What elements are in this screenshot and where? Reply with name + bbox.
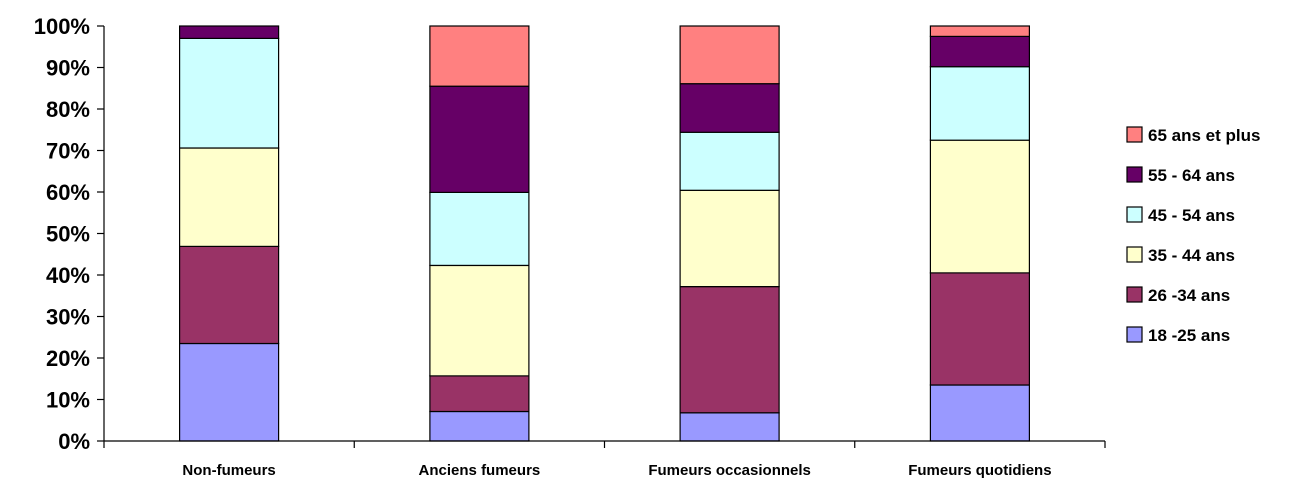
- legend-swatch-1: [1126, 286, 1143, 303]
- legend-swatch-2: [1126, 246, 1143, 263]
- legend-label: 18 -25 ans: [1148, 326, 1230, 345]
- bar-segment-2-3: [679, 131, 780, 191]
- x-tick-label: Anciens fumeurs: [419, 462, 541, 479]
- bar-segment-3-5: [929, 25, 1031, 37]
- legend-swatch-3: [1126, 206, 1143, 223]
- bar-segment-0-3: [179, 37, 280, 149]
- x-tick-label: Non-fumeurs: [182, 462, 275, 479]
- legend-swatch-0: [1126, 326, 1143, 343]
- legend-swatch-5: [1126, 126, 1143, 143]
- bar-segment-0-4: [179, 25, 280, 39]
- y-tick-label: 100%: [34, 14, 90, 39]
- bar-segment-2-2: [679, 189, 780, 288]
- y-tick-label: 20%: [46, 346, 90, 371]
- bar-segment-0-1: [179, 245, 280, 345]
- y-tick-label: 10%: [46, 388, 90, 413]
- bar-segment-1-1: [429, 375, 530, 413]
- y-tick-label: 0%: [58, 429, 90, 454]
- bar-segment-1-0: [429, 410, 530, 442]
- bar-segment-2-1: [679, 286, 780, 414]
- bar-segment-3-3: [929, 66, 1031, 141]
- legend-label: 26 -34 ans: [1148, 286, 1230, 305]
- bar-segment-0-0: [179, 342, 280, 442]
- y-tick-label: 90%: [46, 56, 90, 81]
- bar-segment-2-5: [679, 25, 780, 85]
- legend-label: 55 - 64 ans: [1148, 166, 1235, 185]
- bar-segment-3-4: [929, 35, 1031, 68]
- y-tick-label: 70%: [46, 139, 90, 164]
- y-tick-label: 40%: [46, 263, 90, 288]
- y-tick-label: 60%: [46, 180, 90, 205]
- legend-swatch-4: [1126, 166, 1143, 183]
- legend-label: 35 - 44 ans: [1148, 246, 1235, 265]
- bar-segment-1-4: [429, 85, 530, 193]
- y-tick-label: 80%: [46, 97, 90, 122]
- bar-segment-1-3: [429, 191, 530, 266]
- legend-label: 45 - 54 ans: [1148, 206, 1235, 225]
- bar-segment-1-5: [429, 25, 530, 87]
- bar-segment-3-1: [929, 272, 1031, 386]
- y-tick-label: 30%: [46, 305, 90, 330]
- bar-segment-2-4: [679, 83, 780, 133]
- bar-segment-2-0: [679, 412, 780, 442]
- x-tick-label: Fumeurs quotidiens: [908, 462, 1051, 479]
- bar-segment-1-2: [429, 264, 530, 377]
- bar-segment-3-2: [929, 139, 1031, 274]
- bar-segment-0-2: [179, 147, 280, 248]
- bar-segment-3-0: [929, 384, 1031, 442]
- x-tick-label: Fumeurs occasionnels: [648, 462, 811, 479]
- y-tick-label: 50%: [46, 222, 90, 247]
- legend-label: 65 ans et plus: [1148, 126, 1260, 145]
